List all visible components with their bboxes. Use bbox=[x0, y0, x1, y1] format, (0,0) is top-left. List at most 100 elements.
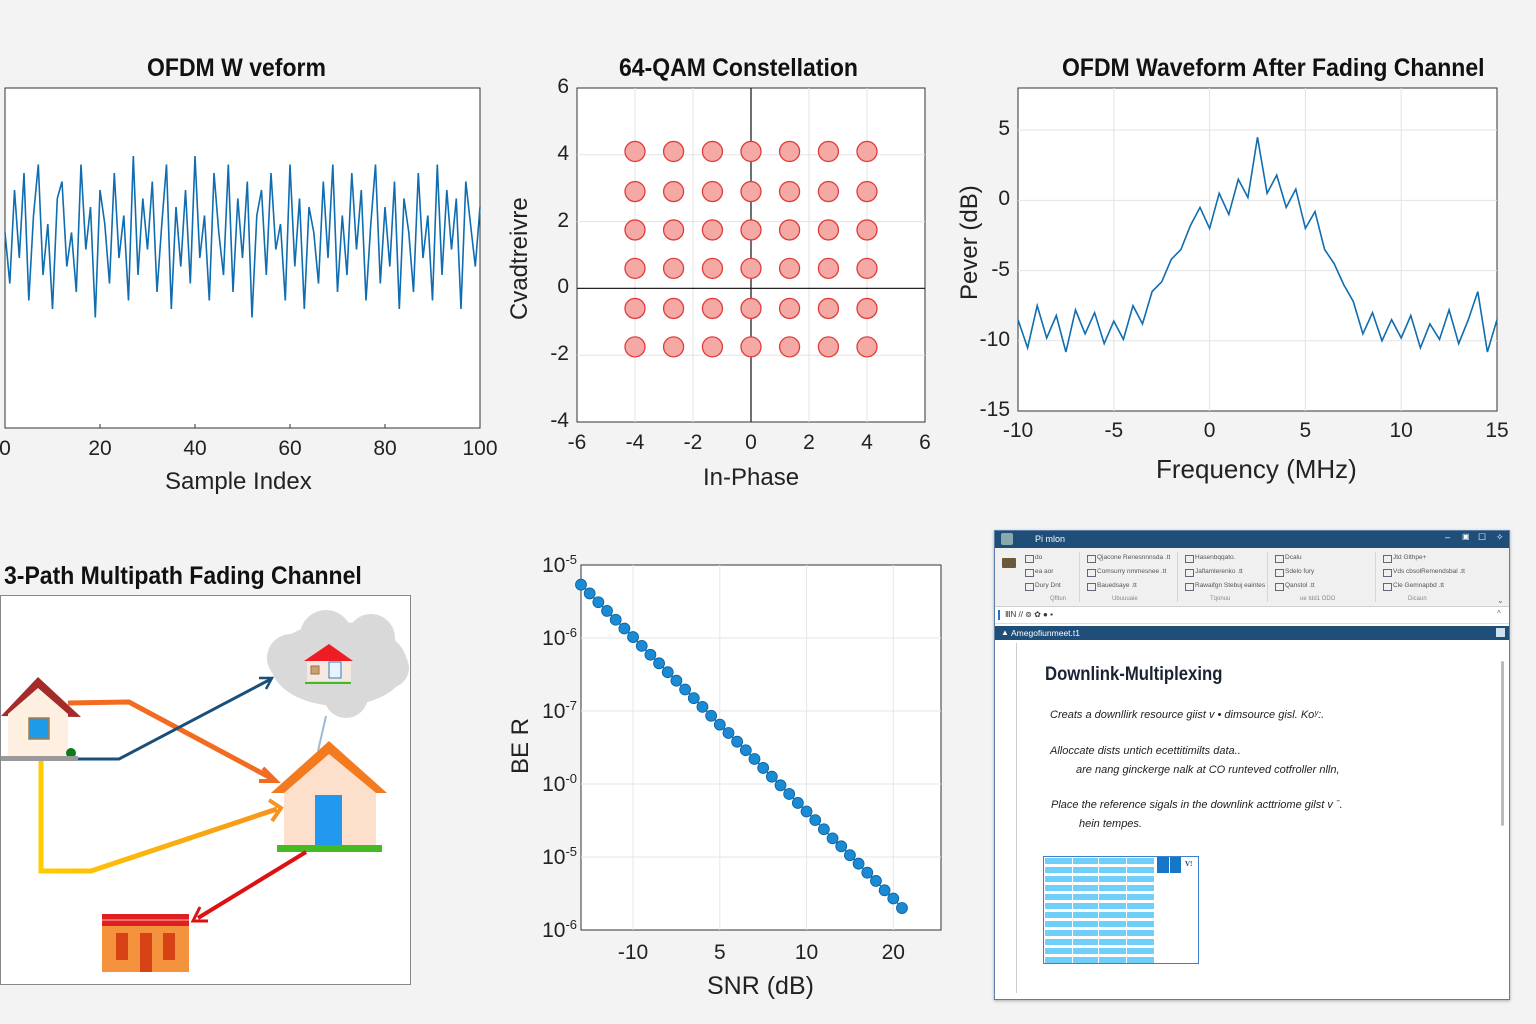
table-cell[interactable] bbox=[1073, 858, 1098, 864]
chart4-x-tick: 20 bbox=[881, 941, 905, 964]
table-cell[interactable] bbox=[1127, 876, 1154, 882]
ribbon-collapse-icon[interactable]: ⌄ bbox=[1497, 596, 1504, 605]
table-cell[interactable] bbox=[1073, 885, 1098, 891]
table-cell[interactable] bbox=[1127, 939, 1154, 945]
table-cell[interactable] bbox=[1073, 903, 1098, 909]
table-cell[interactable] bbox=[1127, 912, 1154, 918]
chart1-x-tick: 100 bbox=[462, 437, 498, 460]
table-cell[interactable] bbox=[1045, 939, 1072, 945]
ribbon-button[interactable]: Sdelo fury bbox=[1285, 568, 1315, 575]
constellation-point bbox=[662, 336, 685, 358]
table-cell[interactable] bbox=[1045, 957, 1072, 963]
tab-close-icon[interactable] bbox=[1496, 628, 1505, 637]
ribbon-button[interactable]: do bbox=[1035, 554, 1043, 561]
ribbon-button[interactable]: Dcalu bbox=[1285, 554, 1302, 561]
table-cell[interactable] bbox=[1045, 876, 1072, 882]
table-cell[interactable] bbox=[1073, 939, 1098, 945]
ber-point bbox=[713, 718, 726, 731]
table-cell[interactable] bbox=[1045, 885, 1072, 891]
table-cell[interactable] bbox=[1073, 921, 1098, 927]
table-cell[interactable] bbox=[1127, 858, 1154, 864]
table-cell[interactable] bbox=[1099, 912, 1126, 918]
open-book-icon[interactable] bbox=[1002, 558, 1016, 568]
toolbar-collapse-icon[interactable]: ^ bbox=[1497, 609, 1501, 618]
table-cell[interactable] bbox=[1073, 876, 1098, 882]
chart4-ylabel: BE R bbox=[507, 717, 534, 774]
table-cell[interactable] bbox=[1099, 894, 1126, 900]
ribbon-button[interactable]: Qanstol .tt bbox=[1285, 582, 1315, 589]
restore-button[interactable]: ▣ bbox=[1462, 532, 1470, 541]
ribbon-button[interactable]: Vds cbsolRemendsbal .tt bbox=[1393, 568, 1465, 575]
constellation-point bbox=[856, 140, 878, 163]
chart4-x-tick: -10 bbox=[617, 941, 649, 964]
ribbon-button[interactable]: Qjacone Renesnnnsda .tt bbox=[1097, 554, 1171, 561]
table-cell[interactable] bbox=[1099, 903, 1126, 909]
ribbon-button[interactable]: ea aor bbox=[1035, 568, 1054, 575]
table-cell[interactable] bbox=[1127, 921, 1154, 927]
document-tab[interactable]: ▲ Amegofiunmeet.t1 bbox=[995, 626, 1509, 640]
chart2-x-tick: 6 bbox=[919, 431, 931, 454]
ribbon-separator bbox=[1177, 552, 1178, 602]
table-cell[interactable] bbox=[1045, 894, 1072, 900]
pin-icon[interactable]: ✧ bbox=[1496, 532, 1504, 542]
table-cell[interactable] bbox=[1099, 957, 1126, 963]
ribbon-button[interactable]: Bauedsaye .tt bbox=[1097, 582, 1137, 589]
table-cell[interactable] bbox=[1045, 948, 1072, 954]
table-cell[interactable] bbox=[1099, 885, 1126, 891]
table-cell[interactable] bbox=[1073, 867, 1098, 873]
table-cell[interactable] bbox=[1099, 921, 1126, 927]
ribbon-group-label: ue Idd1 ODO bbox=[1300, 596, 1336, 602]
chart3-plot bbox=[1017, 87, 1498, 412]
table-cell[interactable] bbox=[1045, 867, 1072, 873]
table-cell[interactable] bbox=[1127, 948, 1154, 954]
table-cell[interactable] bbox=[1127, 894, 1154, 900]
table-cell[interactable] bbox=[1045, 921, 1072, 927]
table-cell[interactable] bbox=[1099, 867, 1126, 873]
table-cell[interactable] bbox=[1073, 912, 1098, 918]
chart3-x-tick: -10 bbox=[1002, 419, 1034, 442]
ribbon-button-icon bbox=[1275, 583, 1284, 591]
table-cell[interactable] bbox=[1045, 903, 1072, 909]
table-cell[interactable] bbox=[1099, 876, 1126, 882]
maximize-button[interactable]: ☐ bbox=[1478, 532, 1487, 542]
table-cell[interactable] bbox=[1099, 930, 1126, 936]
page-margin-line bbox=[1016, 643, 1017, 993]
table-cell[interactable] bbox=[1127, 867, 1154, 873]
table-cell[interactable] bbox=[1073, 948, 1098, 954]
ber-point bbox=[583, 587, 596, 600]
ribbon-button[interactable]: Rawaifgn Stebuj eaintes bbox=[1195, 582, 1266, 589]
table-cell[interactable] bbox=[1127, 885, 1154, 891]
ribbon-button[interactable]: Hasenbqqato. bbox=[1195, 554, 1236, 561]
table-cell[interactable] bbox=[1099, 948, 1126, 954]
ber-point bbox=[835, 840, 848, 853]
constellation-point bbox=[817, 297, 840, 320]
table-cell[interactable] bbox=[1045, 930, 1072, 936]
ribbon-button[interactable]: Jtd Glthpe+ bbox=[1393, 554, 1427, 561]
chart1-x-tick: 80 bbox=[373, 437, 397, 460]
table-cell[interactable] bbox=[1127, 930, 1154, 936]
ribbon-button[interactable]: Dury Dnt bbox=[1035, 582, 1061, 589]
table-cell[interactable] bbox=[1073, 894, 1098, 900]
toolbar-icons[interactable]: ⅢN // ⊚ ✿ ● ▪ bbox=[1005, 610, 1053, 619]
chart4-y-tick: 10-7 bbox=[542, 698, 577, 724]
chart2-y-tick: -4 bbox=[550, 409, 569, 432]
ribbon-button[interactable]: Jaflamlerenko .tt bbox=[1195, 568, 1243, 575]
table-cell[interactable] bbox=[1099, 939, 1126, 945]
constellation-point bbox=[778, 180, 801, 203]
ribbon-button[interactable]: Cle Gemnapbd .tt bbox=[1393, 582, 1444, 589]
table-cell[interactable] bbox=[1045, 858, 1072, 864]
vertical-scrollbar[interactable] bbox=[1501, 661, 1504, 826]
table-cell[interactable] bbox=[1073, 957, 1098, 963]
minimize-button[interactable]: – bbox=[1445, 532, 1451, 542]
ribbon-button[interactable]: Comsurry nmmesnee .tt bbox=[1097, 568, 1167, 575]
chart2-x-tick: 4 bbox=[861, 431, 873, 454]
table-cell[interactable] bbox=[1045, 912, 1072, 918]
table-cell[interactable] bbox=[1073, 930, 1098, 936]
chart2-y-tick: 6 bbox=[557, 75, 569, 98]
table-cell[interactable] bbox=[1127, 903, 1154, 909]
y-tick-exponent: -5 bbox=[565, 844, 577, 859]
ber-point bbox=[748, 753, 761, 765]
table-cell[interactable] bbox=[1099, 858, 1126, 864]
table-cell[interactable] bbox=[1127, 957, 1154, 963]
embedded-table[interactable]: V! bbox=[1043, 856, 1199, 964]
